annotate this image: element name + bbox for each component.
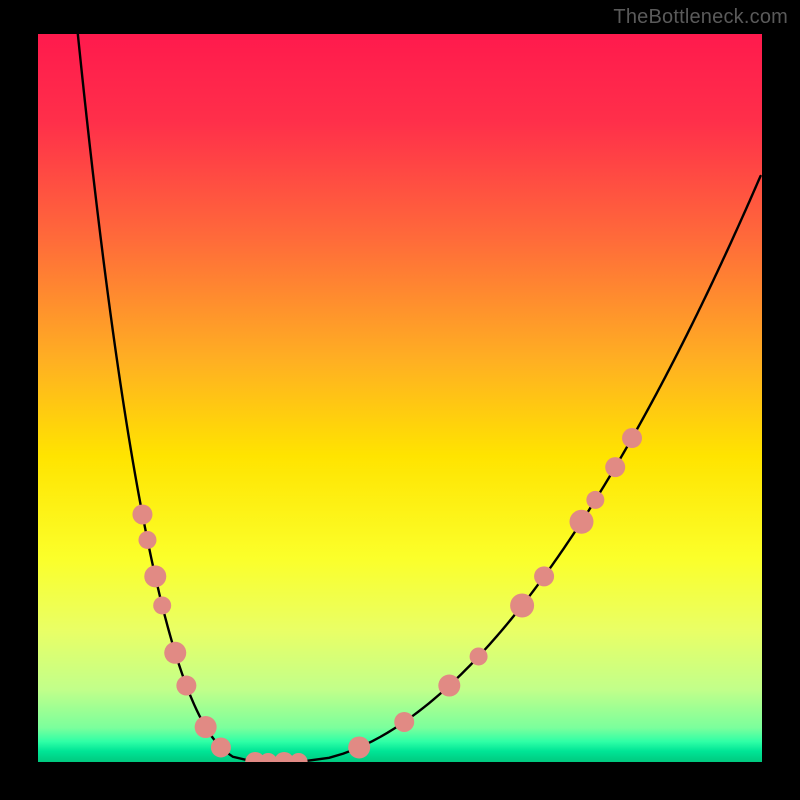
data-marker — [138, 531, 156, 549]
data-marker — [534, 566, 554, 586]
data-marker — [622, 428, 642, 448]
data-marker — [164, 642, 186, 664]
data-marker — [132, 504, 152, 524]
data-marker — [394, 712, 414, 732]
data-marker — [569, 510, 593, 534]
watermark-text: TheBottleneck.com — [613, 6, 788, 29]
data-marker — [605, 457, 625, 477]
chart-svg — [38, 34, 762, 762]
data-marker — [348, 736, 370, 758]
data-marker — [211, 737, 231, 757]
plot-area — [38, 34, 762, 762]
data-marker — [144, 565, 166, 587]
data-marker — [176, 676, 196, 696]
data-marker — [195, 716, 217, 738]
data-marker — [438, 675, 460, 697]
data-marker — [470, 647, 488, 665]
data-marker — [586, 491, 604, 509]
data-marker — [510, 593, 534, 617]
data-marker — [153, 596, 171, 614]
